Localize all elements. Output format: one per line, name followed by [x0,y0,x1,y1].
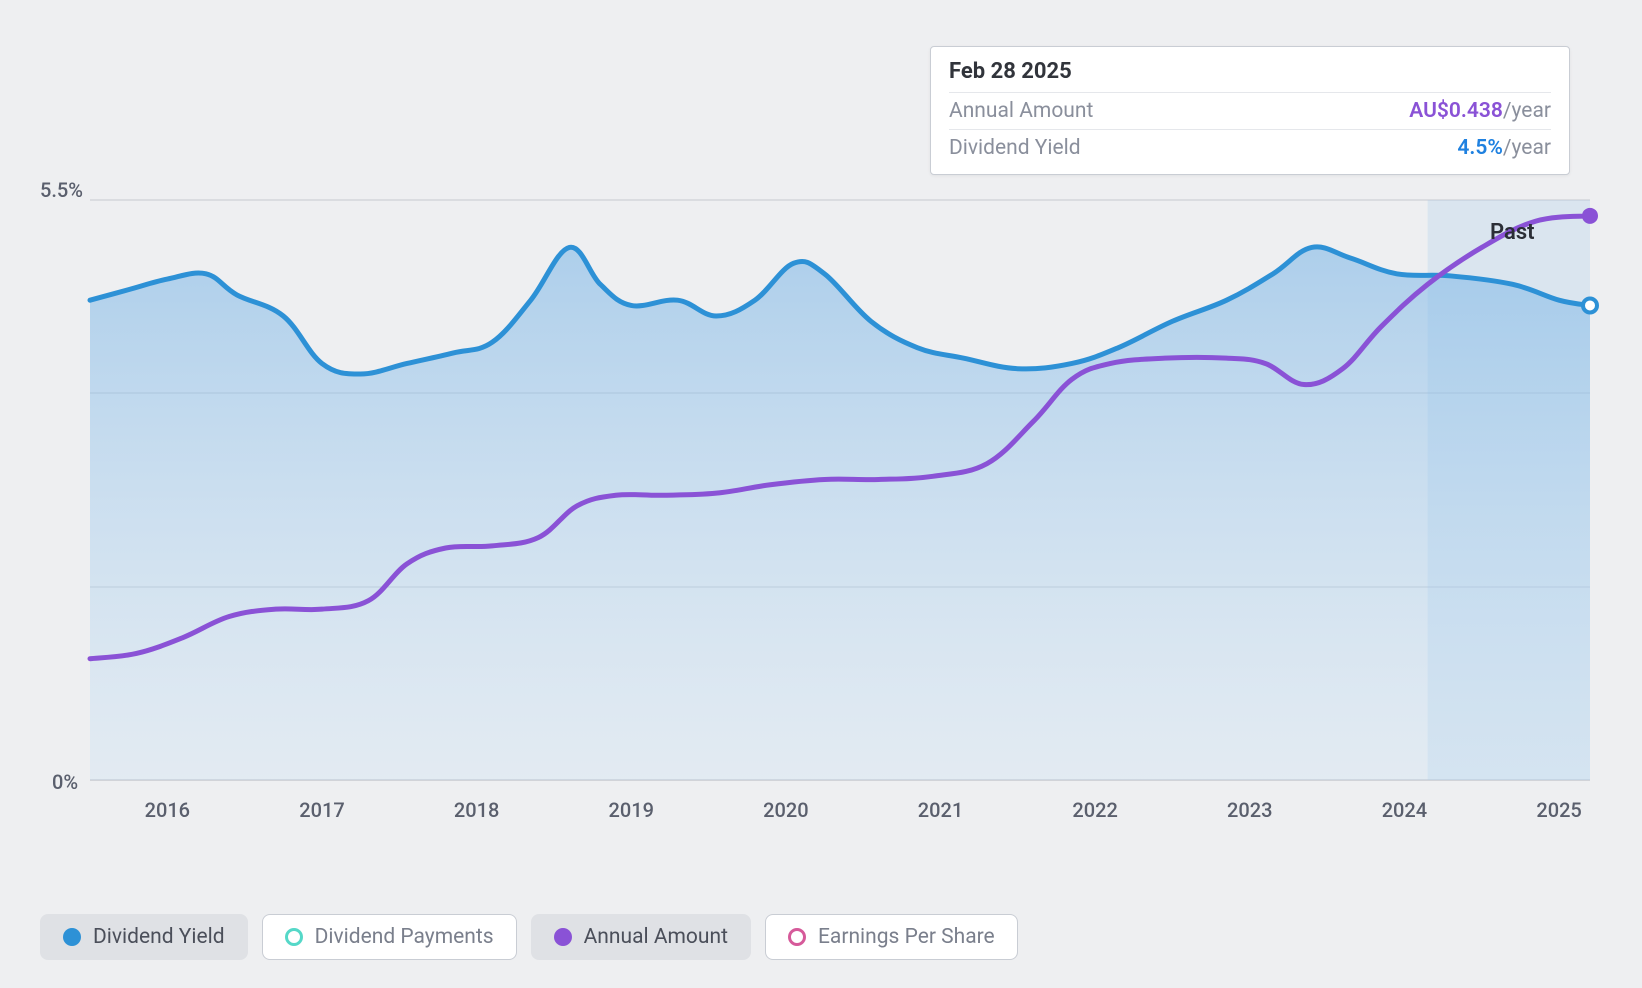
dividend-yield-end-marker [1583,298,1597,312]
tooltip-value: AU$0.438/year [1409,99,1551,123]
x-axis-tick: 2022 [1072,798,1117,822]
x-axis-tick: 2023 [1227,798,1272,822]
circle-icon [63,928,81,946]
chart-tooltip: Feb 28 2025 Annual Amount AU$0.438/year … [930,46,1570,175]
tooltip-label: Annual Amount [949,99,1093,123]
legend-item-annual_amount[interactable]: Annual Amount [531,914,751,960]
ring-icon [285,928,303,946]
x-axis-tick: 2021 [918,798,963,822]
x-axis-tick: 2018 [454,798,499,822]
x-axis-tick: 2019 [609,798,654,822]
annual-amount-end-marker [1582,208,1598,224]
legend-item-dividend_yield[interactable]: Dividend Yield [40,914,248,960]
chart-legend: Dividend Yield Dividend Payments Annual Am… [40,914,1018,960]
x-axis-tick: 2025 [1536,798,1581,822]
chart-container: 5.5% 0% Past 201620172018201920202021202… [40,20,1602,840]
x-axis-tick: 2020 [763,798,808,822]
legend-label: Annual Amount [584,925,728,949]
x-axis-tick: 2017 [299,798,344,822]
tooltip-row-annual-amount: Annual Amount AU$0.438/year [949,93,1551,130]
x-axis-tick: 2016 [145,798,190,822]
ring-icon [788,928,806,946]
legend-label: Dividend Payments [315,925,494,949]
tooltip-value: 4.5%/year [1457,136,1551,160]
legend-item-dividend_payments[interactable]: Dividend Payments [262,914,517,960]
x-axis-tick: 2024 [1382,798,1427,822]
tooltip-title: Feb 28 2025 [949,59,1551,93]
legend-label: Dividend Yield [93,925,225,949]
dividend-yield-area [90,247,1590,780]
legend-item-eps[interactable]: Earnings Per Share [765,914,1018,960]
circle-icon [554,928,572,946]
past-label: Past [1490,220,1535,245]
legend-label: Earnings Per Share [818,925,995,949]
tooltip-label: Dividend Yield [949,136,1081,160]
tooltip-row-dividend-yield: Dividend Yield 4.5%/year [949,130,1551,166]
